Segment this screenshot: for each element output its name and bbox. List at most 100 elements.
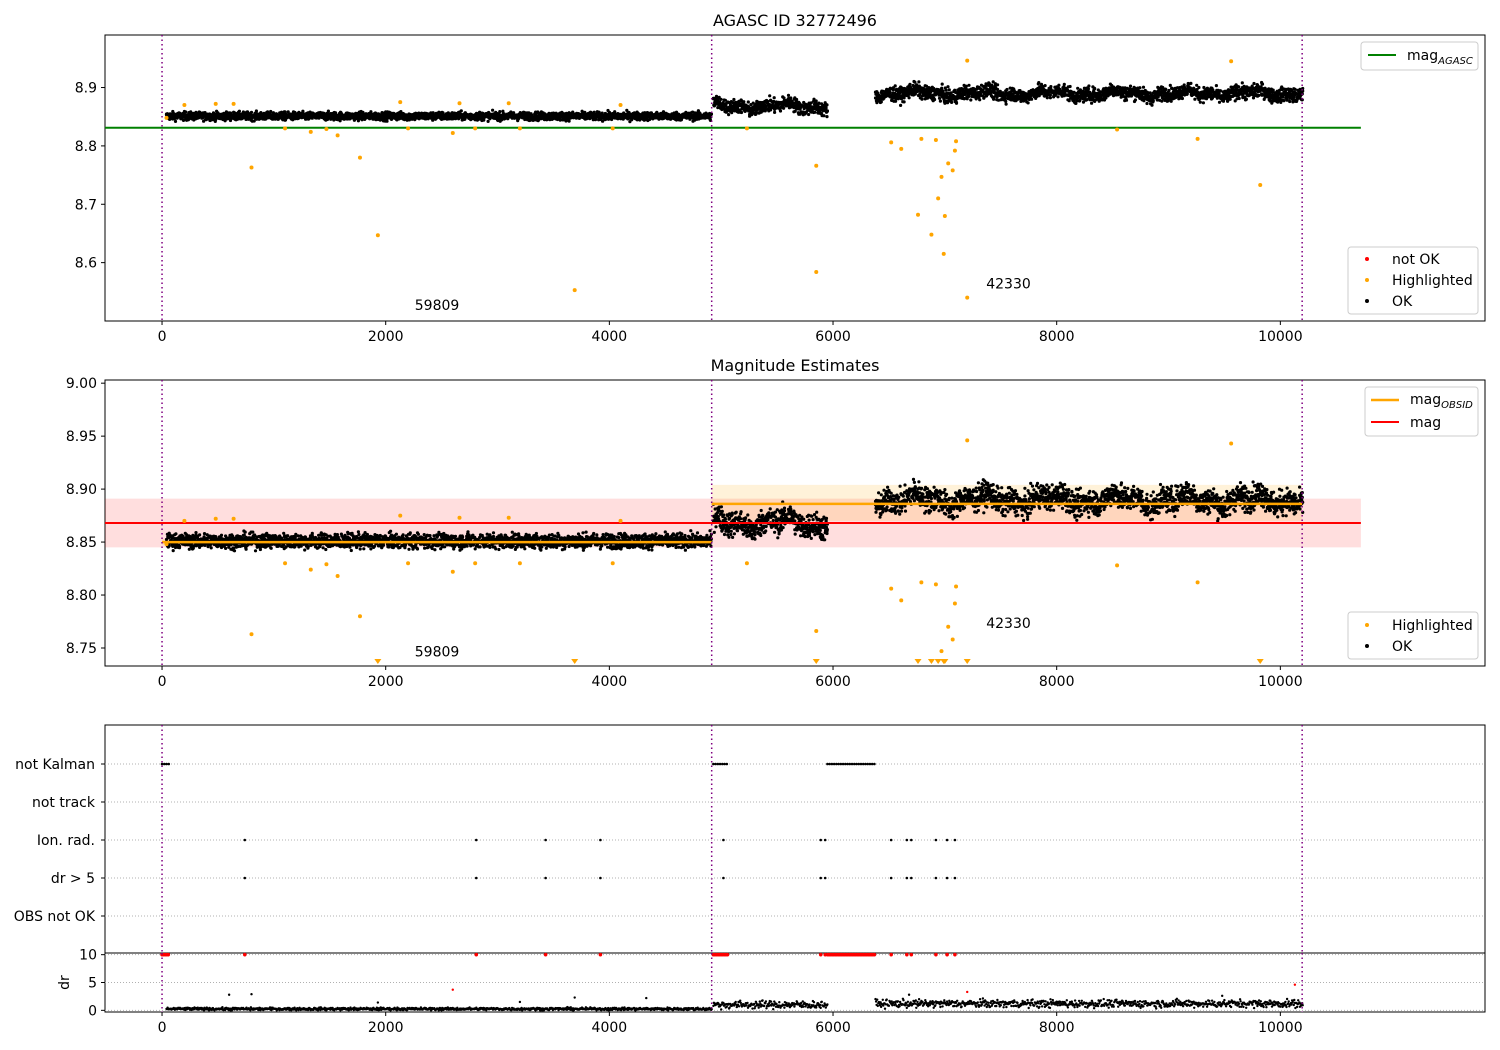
y-tick-label: 8.85 [66,535,97,551]
ok-point [1048,93,1052,97]
ok-point [727,113,731,117]
obsid-annotation: 59809 [415,298,460,314]
ok-point [1045,96,1049,100]
highlighted-point [1115,127,1120,132]
highlighted-point [814,269,819,274]
ok-point [1237,96,1241,101]
ok-point [824,106,828,110]
ok-point [1030,97,1034,101]
highlighted-point [929,232,934,237]
ok-point [996,87,1000,92]
legend-label: Highlighted [1392,273,1473,289]
ok-point [237,109,241,113]
highlighted-point [231,101,236,106]
highlighted-point [950,168,955,173]
y-tick-label: 8.9 [75,81,97,97]
ok-point [1062,82,1066,86]
highlighted-point [450,131,455,136]
ok-point [181,118,186,122]
ok-point [807,112,811,117]
ok-point [1141,85,1146,89]
ok-point [1005,87,1009,92]
ok-point [1168,83,1172,87]
ok-point [1298,87,1302,91]
ok-point [1167,88,1171,93]
ok-point [879,100,883,104]
ok-point [1201,101,1205,105]
chart-title: Magnitude Estimates [711,356,880,375]
highlighted-point [919,136,924,141]
ok-point [1282,99,1286,103]
ok-point [933,97,937,102]
ok-point [773,110,777,114]
ok-point [969,98,973,102]
ok-point [1087,84,1091,88]
highlighted-point [213,101,218,106]
ok-point [271,111,275,115]
ok-point [1180,96,1184,101]
ok-point [822,114,826,118]
y-tick-label: 8.80 [66,588,97,604]
ok-point [1043,84,1047,88]
ok-point [1128,84,1133,88]
x-tick-label: 10000 [1258,674,1303,690]
ok-point [978,98,982,102]
ok-point [772,96,776,100]
ok-point [1056,95,1060,99]
legend-label: not OK [1392,252,1440,268]
highlighted-point [308,129,313,134]
highlighted-point [398,100,403,105]
ok-point [813,110,817,114]
ok-point [1090,101,1094,105]
y-tick-label: 8.90 [66,482,97,498]
ok-point [894,99,898,103]
ok-point [1093,87,1097,91]
ok-point [1237,85,1241,89]
ok-point [1260,82,1265,86]
highlighted-point [936,196,941,201]
highlighted-point [744,126,749,131]
x-tick-label: 2000 [368,674,404,690]
highlighted-point [941,251,946,256]
ok-point [1151,99,1155,103]
highlighted-point [182,103,187,108]
ok-point [778,109,783,113]
highlighted-point [1229,59,1234,64]
ok-point [814,99,818,103]
ok-point [891,88,896,92]
ok-point [917,80,921,84]
ok-point [1189,81,1193,85]
highlighted-point [506,101,511,106]
ok-point [1004,99,1008,103]
y-tick-label: 9.00 [66,376,97,392]
highlighted-point [952,148,957,153]
ok-point [486,119,490,123]
ok-points [164,79,1305,124]
ok-point [940,86,944,90]
ok-point [173,119,178,123]
obsid-annotation: 42330 [986,276,1031,292]
ok-point [746,100,750,104]
x-tick-label: 2000 [368,329,404,345]
highlighted-point [406,126,411,131]
ok-point [1076,86,1080,90]
ok-point [938,99,943,103]
ok-point [825,109,830,113]
ok-point [742,100,746,104]
y-tick-label: 8.8 [75,139,97,155]
y-tick-label: 8.95 [66,429,97,445]
ok-point [567,119,571,123]
ok-point [913,80,917,84]
chart-title: AGASC ID 32772496 [713,11,877,30]
ok-point [1271,88,1275,92]
ok-point [459,109,463,113]
ok-point [817,101,821,105]
highlighted-point [249,165,254,170]
ok-point [1068,84,1072,89]
ok-point [782,106,786,110]
ok-point [967,83,971,87]
highlighted-point [357,155,362,160]
highlighted-point [942,213,947,218]
x-tick-label: 4000 [592,674,628,690]
